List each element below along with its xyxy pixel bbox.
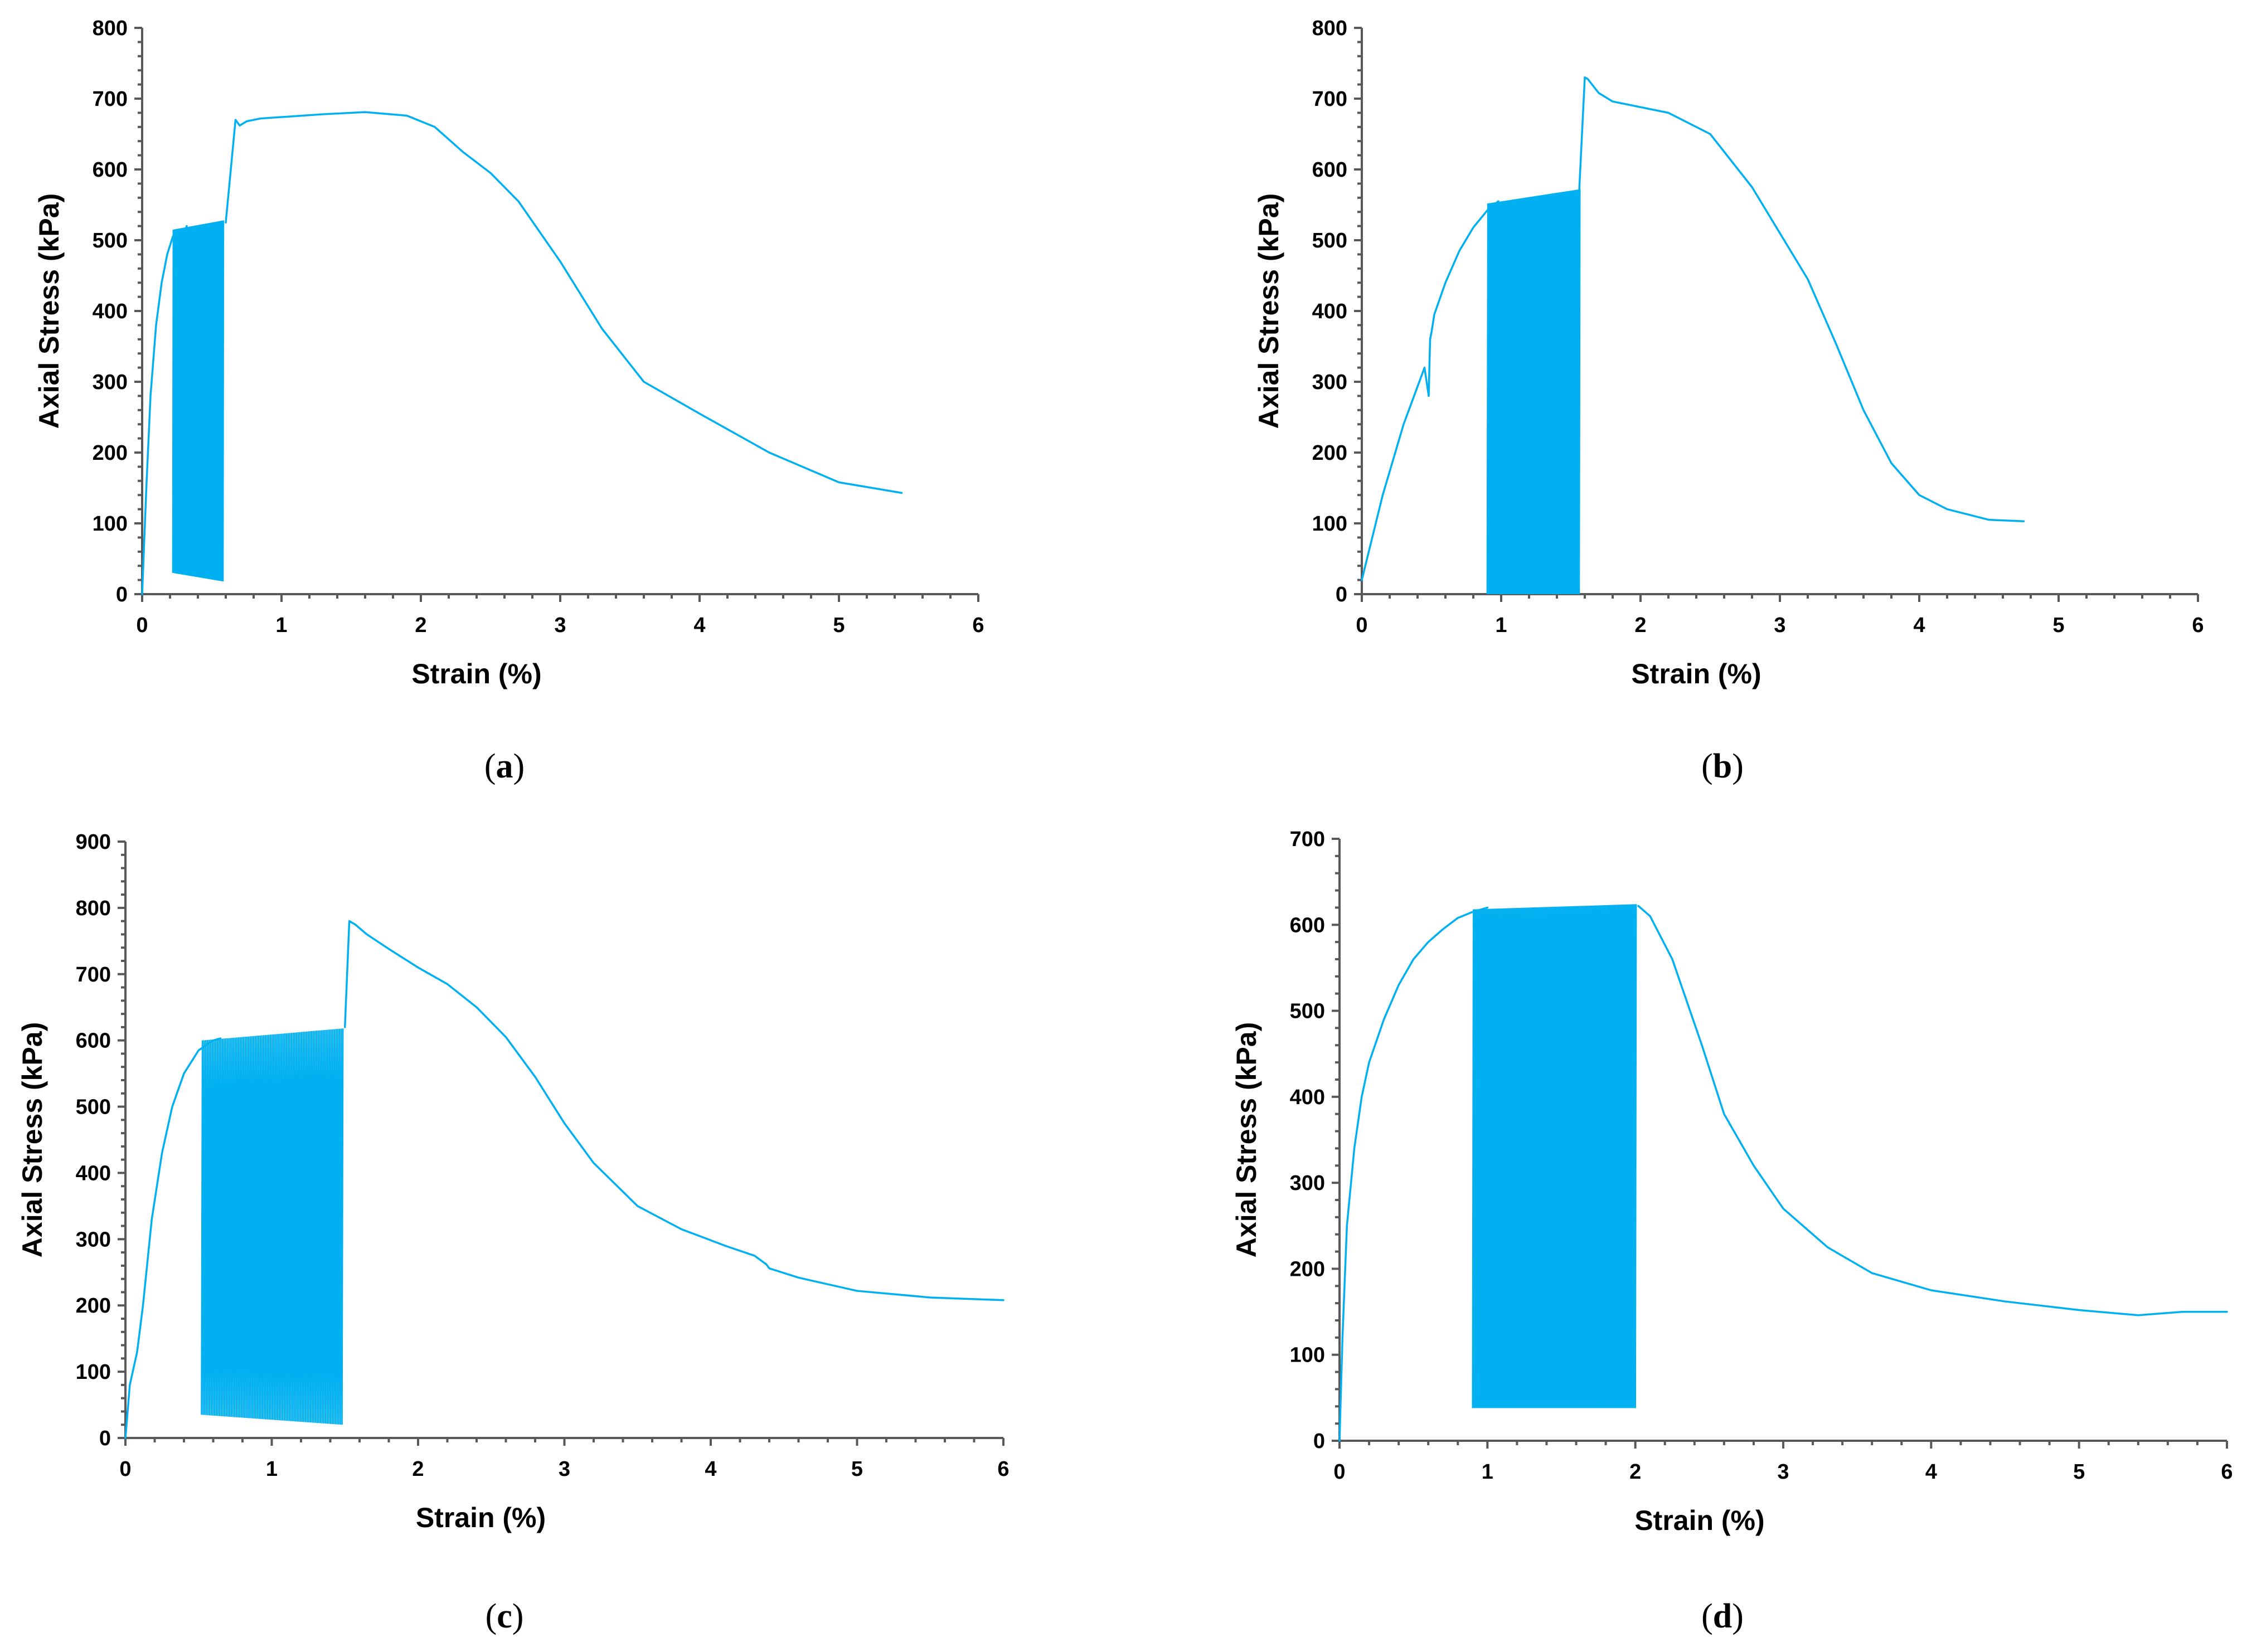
cyclic-loading-band: [1486, 189, 1581, 595]
x-tick-label: 6: [972, 614, 984, 637]
y-tick-label: 300: [76, 1228, 111, 1251]
x-tick-label: 2: [412, 1457, 424, 1481]
x-tick-label: 4: [705, 1457, 716, 1481]
series-monotonic-line: [124, 1037, 222, 1439]
x-tick-label: 5: [2052, 614, 2064, 637]
series-post-cyclic-line: [225, 111, 903, 494]
cyclic-loading-band: [1472, 904, 1637, 1408]
x-tick-label: 1: [275, 614, 287, 637]
y-axis-title: Axial Stress (kPa): [17, 1022, 48, 1257]
y-tick-label: 0: [1336, 583, 1347, 606]
x-tick-label: 3: [559, 1457, 570, 1481]
y-tick-label: 300: [1290, 1172, 1325, 1195]
y-tick-label: 700: [76, 963, 111, 987]
y-tick-label: 700: [1312, 88, 1347, 111]
x-axis-title: Strain (%): [416, 1502, 546, 1533]
x-tick-label: 5: [833, 614, 845, 637]
x-tick-label: 6: [997, 1457, 1009, 1481]
series-monotonic-line: [1361, 200, 1499, 581]
x-tick-label: 1: [1482, 1460, 1493, 1484]
x-tick-label: 2: [1629, 1460, 1641, 1484]
y-tick-label: 0: [1313, 1430, 1325, 1453]
x-axis-title: Strain (%): [1631, 658, 1761, 689]
x-tick-label: 3: [554, 614, 566, 637]
y-tick-label: 400: [1312, 300, 1347, 323]
x-tick-label: 1: [266, 1457, 278, 1481]
x-tick-label: 5: [851, 1457, 863, 1481]
y-tick-label: 600: [1290, 914, 1325, 937]
y-tick-label: 100: [1290, 1344, 1325, 1367]
x-tick-label: 3: [1777, 1460, 1789, 1484]
x-tick-label: 6: [2221, 1460, 2233, 1484]
y-tick-label: 100: [76, 1361, 111, 1384]
y-tick-label: 400: [76, 1162, 111, 1185]
y-tick-label: 200: [1312, 441, 1347, 465]
y-tick-label: 600: [93, 158, 128, 182]
y-tick-label: 500: [1312, 229, 1347, 252]
y-tick-label: 600: [76, 1029, 111, 1053]
panel-caption-d: (d): [1701, 1597, 1744, 1635]
y-tick-label: 400: [93, 300, 128, 323]
y-tick-label: 500: [93, 229, 128, 252]
chart-panel-a: 0 100 200 300 400 500 600 700 800 0 1 2 3 4 5 6 Strain (…: [33, 17, 984, 689]
chart-panel-d: 0 100 200 300 400 500 600 700 0 1 2 3 4 5 6 Strain (%) A…: [1231, 828, 2233, 1536]
chart-panel-c: 0 100 200 300 400 500 600 700 800 900 0 1 2 3 4 5 6 Strai…: [17, 830, 1010, 1533]
cyclic-loading-band: [201, 1028, 344, 1425]
series-monotonic-line: [1338, 906, 1489, 1442]
y-tick-label: 700: [1290, 828, 1325, 851]
x-tick-label: 5: [2073, 1460, 2085, 1484]
x-tick-label: 2: [415, 614, 426, 637]
x-tick-label: 2: [1634, 614, 1646, 637]
series-post-cyclic-line: [1637, 905, 2228, 1316]
y-tick-label: 900: [76, 830, 111, 854]
chart-panel-b: 0 100 200 300 400 500 600 700 800 0 1 2 3 4 5 6 Strain (…: [1253, 17, 2204, 689]
y-axis-title: Axial Stress (kPa): [33, 193, 65, 429]
y-tick-label: 0: [99, 1427, 111, 1450]
y-tick-label: 100: [93, 512, 128, 536]
y-tick-label: 500: [76, 1096, 111, 1119]
y-tick-label: 700: [93, 88, 128, 111]
y-tick-label: 800: [76, 897, 111, 920]
series-post-cyclic-line: [344, 920, 1004, 1301]
x-axis-title: Strain (%): [411, 658, 541, 689]
x-tick-label: 0: [136, 614, 148, 637]
x-tick-label: 0: [119, 1457, 131, 1481]
y-tick-label: 800: [93, 17, 128, 40]
panel-caption-a: (a): [484, 747, 525, 785]
y-tick-label: 200: [1290, 1257, 1325, 1281]
y-tick-label: 300: [1312, 371, 1347, 394]
series-monotonic-line: [141, 225, 188, 595]
y-tick-label: 500: [1290, 1000, 1325, 1023]
x-axis-title: Strain (%): [1634, 1505, 1764, 1536]
y-axis-title: Axial Stress (kPa): [1253, 193, 1284, 429]
cyclic-loading-band: [172, 220, 225, 582]
y-tick-label: 800: [1312, 17, 1347, 40]
x-tick-label: 1: [1495, 614, 1507, 637]
x-tick-label: 0: [1333, 1460, 1345, 1484]
panel-caption-c: (c): [486, 1597, 524, 1635]
y-tick-label: 0: [116, 583, 128, 606]
y-tick-label: 200: [76, 1294, 111, 1318]
panel-caption-b: (b): [1701, 747, 1744, 785]
y-tick-label: 400: [1290, 1086, 1325, 1109]
y-tick-label: 300: [93, 371, 128, 394]
x-tick-label: 0: [1356, 614, 1367, 637]
y-tick-label: 100: [1312, 512, 1347, 536]
x-tick-label: 4: [1925, 1460, 1937, 1484]
x-tick-label: 4: [1913, 614, 1925, 637]
y-tick-label: 600: [1312, 158, 1347, 182]
series-post-cyclic-line: [1578, 76, 2025, 522]
x-tick-label: 6: [2192, 614, 2204, 637]
x-tick-label: 3: [1774, 614, 1785, 637]
y-tick-label: 200: [93, 441, 128, 465]
x-tick-label: 4: [693, 614, 705, 637]
y-axis-title: Axial Stress (kPa): [1231, 1022, 1262, 1257]
